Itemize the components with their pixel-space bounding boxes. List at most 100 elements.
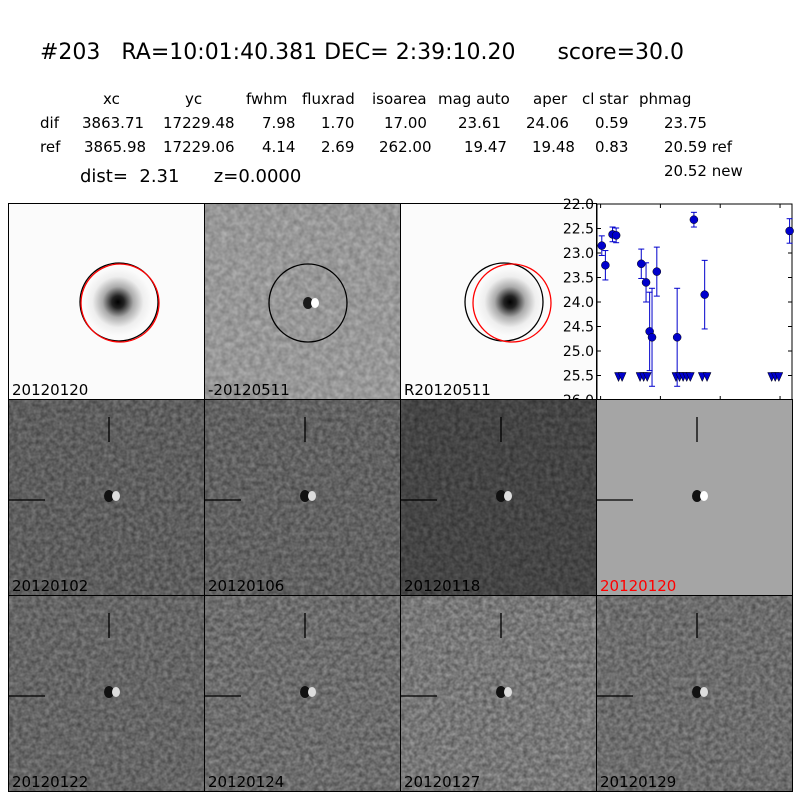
data-point — [641, 278, 651, 287]
cutout-date-label: 20120124 — [208, 773, 285, 791]
panel-label: R20120511 — [404, 381, 491, 399]
cell: 2.69 — [321, 138, 355, 156]
cutout-image — [401, 400, 596, 595]
panel-label: -20120511 — [208, 381, 290, 399]
data-point — [700, 290, 709, 299]
y-tick-label: 23.0 — [563, 246, 594, 262]
col-header: isoarea — [372, 90, 427, 108]
row-label: dif — [40, 114, 59, 132]
y-tick-label: 25.0 — [563, 344, 594, 360]
cell: 20.59 ref — [664, 138, 733, 156]
source-bright — [504, 687, 512, 697]
data-point — [637, 259, 646, 269]
source-dark — [692, 686, 702, 698]
cell: 4.14 — [262, 138, 296, 156]
y-tick-label: 23.5 — [563, 271, 594, 287]
cutout-date-label: 20120129 — [600, 773, 677, 791]
ref-circle — [268, 263, 348, 343]
source-bright — [504, 491, 512, 501]
y-tick-label: 24.5 — [563, 320, 594, 336]
source-dark — [496, 686, 506, 698]
data-point — [672, 333, 682, 342]
cutout-panel: 20120118 — [400, 399, 597, 596]
cutout-panel: 20120124 — [204, 595, 401, 792]
col-header: fluxrad — [302, 90, 355, 108]
cutout-image — [9, 400, 204, 595]
phmag-new: 20.52 new — [664, 162, 743, 180]
source-bright — [700, 491, 708, 501]
data-point — [597, 241, 607, 250]
upper-limit-point — [642, 372, 652, 383]
cell: 19.48 — [532, 138, 575, 156]
data-point — [601, 261, 610, 270]
cutout-panel: 20120127 — [400, 595, 597, 792]
source-dark — [496, 490, 506, 502]
cutout-date-label: 20120118 — [404, 577, 481, 595]
cutout-image — [205, 596, 400, 791]
upper-limit-point — [774, 372, 784, 383]
upper-limit-point — [617, 372, 627, 383]
cell: 23.75 — [664, 114, 707, 132]
cutout-date-label: 20120122 — [12, 773, 89, 791]
source-bright — [112, 687, 120, 697]
cutout-date-label: 20120120 — [600, 577, 677, 595]
cell: 19.47 — [464, 138, 507, 156]
cutout-image — [9, 596, 204, 791]
reference-image-panel: R20120511 — [400, 203, 597, 400]
source-bright — [112, 491, 120, 501]
y-tick-label: 25.5 — [563, 369, 594, 385]
col-header: xc — [103, 90, 120, 108]
data-point — [689, 215, 699, 224]
cutout-panel: 20120129 — [596, 595, 793, 792]
cell: 7.98 — [262, 114, 296, 132]
cell: 3865.98 — [84, 138, 147, 156]
data-point — [785, 226, 794, 236]
cutout-date-label: 20120102 — [12, 577, 89, 595]
light-curve-chart: 22.022.523.023.524.024.525.025.526.00501… — [555, 197, 800, 422]
cutout-image — [597, 400, 792, 595]
panel-label: 20120120 — [12, 381, 89, 399]
cell: 17229.06 — [163, 138, 235, 156]
cutout-panel: 20120102 — [8, 399, 205, 596]
cutout-panel: 20120122 — [8, 595, 205, 792]
source-bright — [308, 491, 316, 501]
upper-limit-point — [685, 372, 695, 383]
col-header: fwhm — [246, 90, 288, 108]
col-header: mag auto — [438, 90, 510, 108]
cutout-date-label: 20120106 — [208, 577, 285, 595]
y-tick-label: 24.0 — [563, 295, 594, 311]
cutout-panel: 20120120 — [596, 399, 793, 596]
cutout-image — [597, 596, 792, 791]
cutout-image — [401, 596, 596, 791]
row-label: ref — [40, 138, 61, 156]
col-header: aper — [533, 90, 568, 108]
ref-circle — [79, 262, 159, 342]
source-dark — [300, 686, 310, 698]
source-bright — [700, 687, 708, 697]
cell: 3863.71 — [82, 114, 145, 132]
source-dark — [692, 490, 702, 502]
cell: 0.59 — [595, 114, 629, 132]
data-point — [652, 267, 662, 276]
difference-image-panel: -20120511 — [204, 203, 401, 400]
data-point — [647, 333, 657, 342]
cell: 0.83 — [595, 138, 629, 156]
cell: 24.06 — [526, 114, 569, 132]
col-header: cl star — [582, 90, 629, 108]
cell: 262.00 — [379, 138, 432, 156]
page-title: #203 RA=10:01:40.381 DEC= 2:39:10.20 sco… — [40, 40, 684, 65]
new-circle — [472, 263, 552, 343]
cell: 17.00 — [384, 114, 427, 132]
cutout-image — [205, 400, 400, 595]
col-header: yc — [185, 90, 203, 108]
source-bright — [308, 687, 316, 697]
cutout-panel: 20120106 — [204, 399, 401, 596]
template-image-panel: 20120120 — [8, 203, 205, 400]
upper-limit-point — [702, 372, 712, 383]
source-dark — [300, 490, 310, 502]
light-curve-svg: 22.022.523.023.524.024.525.025.526.00501… — [563, 197, 794, 420]
star-image — [401, 204, 596, 399]
col-header: phmag — [639, 90, 692, 108]
cell: 1.70 — [321, 114, 355, 132]
cutout-date-label: 20120127 — [404, 773, 481, 791]
